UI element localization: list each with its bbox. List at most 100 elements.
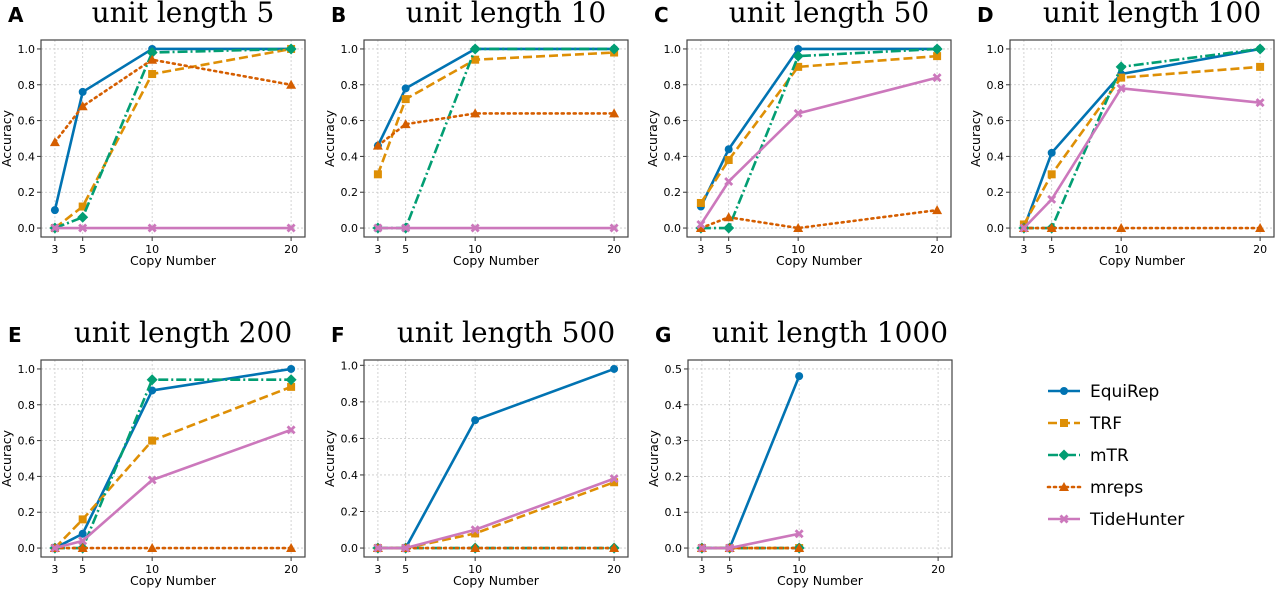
- x-tick-label: 10: [468, 243, 482, 256]
- data-point-mreps: [1255, 223, 1266, 233]
- data-point-mtr: [285, 43, 297, 55]
- data-point-tidehunter: [725, 543, 735, 553]
- data-point-equirep: [78, 87, 87, 96]
- data-point-mreps: [932, 205, 943, 215]
- legend-entry-mtr: mTR: [1048, 446, 1129, 466]
- panel-title: unit length 100: [1043, 0, 1261, 29]
- x-axis-label: Copy Number: [130, 573, 217, 588]
- y-axis-label: Accuracy: [0, 429, 14, 487]
- x-tick-label: 20: [284, 563, 298, 576]
- series-line-mreps: [376, 112, 616, 147]
- x-tick-label: 5: [726, 563, 733, 576]
- y-axis-label: Accuracy: [322, 109, 337, 167]
- data-point-equirep: [471, 416, 480, 425]
- legend-label: TideHunter: [1089, 510, 1184, 530]
- series-line-mreps: [53, 58, 293, 144]
- y-tick-label: 0.0: [18, 222, 36, 235]
- data-point-tidehunter: [1019, 223, 1029, 233]
- data-point-tidehunter: [724, 176, 734, 186]
- plot-frame: [363, 39, 629, 238]
- x-tick-label: 3: [374, 563, 381, 576]
- y-axis-label: Accuracy: [0, 109, 14, 167]
- data-point-tidehunter: [286, 223, 296, 233]
- legend-marker: [1060, 419, 1068, 427]
- data-point-mreps: [1046, 223, 1057, 233]
- x-axis-label: Copy Number: [777, 573, 864, 588]
- y-axis-label: Accuracy: [322, 429, 337, 487]
- panel-letter: G: [655, 323, 671, 347]
- data-point-trf: [933, 52, 942, 61]
- y-tick-label: 0.3: [665, 435, 683, 448]
- data-point-trf: [1117, 73, 1126, 82]
- y-tick-label: 0.2: [18, 506, 36, 519]
- data-point-tidehunter: [78, 223, 88, 233]
- panel-letter: A: [8, 3, 24, 27]
- y-axis-label: Accuracy: [968, 109, 983, 167]
- plot-frame: [687, 359, 953, 558]
- data-point-trf: [1047, 170, 1056, 179]
- data-point-mreps: [470, 108, 481, 118]
- data-point-tidehunter: [470, 525, 480, 535]
- y-tick-label: 0.4: [665, 399, 683, 412]
- x-tick-label: 5: [79, 243, 86, 256]
- plot-frame: [686, 39, 952, 238]
- legend-marker: [1059, 514, 1069, 524]
- data-point-equirep: [1047, 148, 1056, 157]
- plot-frame: [363, 359, 629, 558]
- y-tick-label: 0.2: [987, 186, 1005, 199]
- panel-letter: C: [654, 3, 669, 27]
- data-point-mreps: [470, 543, 481, 553]
- y-tick-label: 1.0: [18, 43, 36, 56]
- y-tick-label: 0.4: [987, 150, 1005, 163]
- data-point-trf: [148, 70, 157, 79]
- data-point-mreps: [77, 101, 88, 111]
- x-tick-label: 3: [51, 243, 58, 256]
- panel-title: unit length 10: [406, 0, 606, 29]
- series-line-tidehunter: [377, 477, 615, 550]
- x-tick-label: 3: [697, 243, 704, 256]
- legend-entry-equirep: EquiRep: [1048, 382, 1159, 402]
- data-point-mtr: [1115, 61, 1127, 73]
- y-tick-label: 0.2: [341, 505, 359, 518]
- y-tick-label: 0.2: [18, 186, 36, 199]
- series-line-trf: [1022, 65, 1261, 226]
- x-tick-label: 5: [725, 243, 732, 256]
- data-point-trf: [610, 478, 619, 487]
- y-tick-label: 0.4: [18, 470, 36, 483]
- x-tick-label: 5: [402, 563, 409, 576]
- y-tick-label: 0.6: [18, 435, 36, 448]
- y-tick-label: 0.8: [341, 79, 359, 92]
- legend-entry-mreps: mreps: [1046, 478, 1143, 498]
- data-point-equirep: [401, 84, 410, 93]
- data-point-tidehunter: [373, 223, 383, 233]
- legend-marker: [1060, 387, 1068, 395]
- x-tick-label: 5: [402, 243, 409, 256]
- y-tick-label: 0.8: [664, 79, 682, 92]
- series-line-equirep: [701, 375, 801, 550]
- data-point-mreps: [49, 137, 60, 147]
- data-point-mtr: [931, 43, 943, 55]
- data-point-tidehunter: [696, 219, 706, 229]
- series-group: [372, 364, 620, 554]
- data-point-mreps: [609, 543, 620, 553]
- data-point-mtr: [146, 374, 158, 386]
- series-group: [695, 43, 943, 234]
- x-tick-label: 10: [792, 563, 806, 576]
- plot-frame: [40, 39, 306, 238]
- data-point-tidehunter: [1047, 194, 1057, 204]
- series-line-trf: [54, 47, 292, 230]
- data-point-tidehunter: [50, 223, 60, 233]
- y-tick-label: 0.4: [664, 150, 682, 163]
- series-line-mreps: [699, 208, 939, 230]
- data-point-mreps: [147, 54, 158, 64]
- series-line-tidehunter: [701, 532, 800, 550]
- x-tick-label: 10: [1114, 243, 1128, 256]
- y-tick-label: 0.1: [665, 506, 683, 519]
